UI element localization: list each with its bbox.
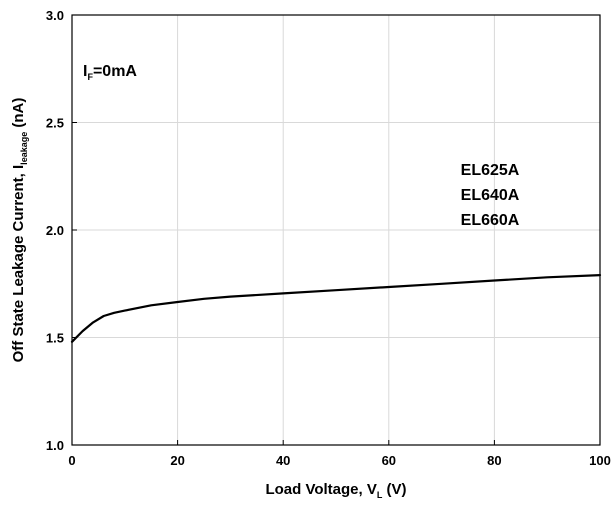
- y-axis: 1.0 1.5 2.0 2.5 3.0: [46, 8, 77, 453]
- y-tick-label: 1.0: [46, 438, 64, 453]
- y-tick-label: 3.0: [46, 8, 64, 23]
- series-label: EL625A: [461, 162, 520, 179]
- series-line: [70, 274, 602, 343]
- x-axis-title: Load Voltage, VL (V): [265, 481, 406, 500]
- series-layer: [70, 274, 602, 343]
- x-axis: 0 20 40 60 80 100: [68, 440, 611, 468]
- x-tick-label: 0: [68, 453, 75, 468]
- x-tick-label: 20: [170, 453, 184, 468]
- x-tick-label: 80: [487, 453, 501, 468]
- x-tick-label: 60: [382, 453, 396, 468]
- y-axis-title: Off State Leakage Current, Ileakage (nA): [10, 98, 29, 363]
- y-tick-label: 2.5: [46, 116, 64, 131]
- x-tick-label: 100: [589, 453, 611, 468]
- series-label: EL660A: [461, 212, 520, 229]
- condition-label: IF=0mA: [83, 63, 137, 82]
- y-tick-label: 2.0: [46, 223, 64, 238]
- grid: [72, 15, 600, 445]
- x-tick-label: 40: [276, 453, 290, 468]
- y-tick-label: 1.5: [46, 331, 64, 346]
- series-labels: EL625A EL640A EL660A: [461, 162, 520, 229]
- series-label: EL640A: [461, 187, 520, 204]
